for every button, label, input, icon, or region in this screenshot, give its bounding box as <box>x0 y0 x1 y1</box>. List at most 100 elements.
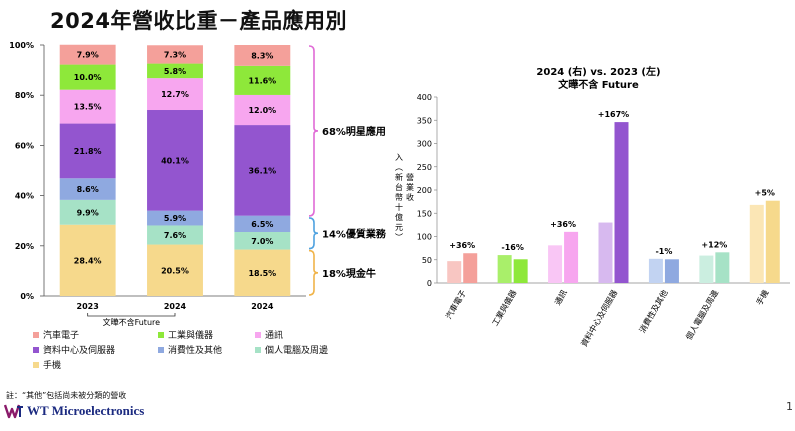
bar-2023 <box>699 255 714 283</box>
y-axis-label-char: 新 <box>395 172 403 182</box>
chart-subtitle: 文曄不含 Future <box>558 78 639 91</box>
y-tick-label: 250 <box>417 163 432 172</box>
change-label: +167% <box>598 110 629 119</box>
bar-2024 <box>664 259 679 283</box>
stack-segment <box>147 244 203 296</box>
y-tick-label: 0% <box>20 292 34 301</box>
bar-2023 <box>598 222 613 283</box>
bar-2023 <box>497 255 512 283</box>
company-logo: WT Microelectronics <box>4 403 144 419</box>
segment-value-label: 21.8% <box>74 147 102 156</box>
segment-value-label: 18.5% <box>248 269 276 278</box>
y-axis-label-char: 業 <box>406 182 414 192</box>
stack-segment <box>147 210 203 226</box>
slide-title: 2024年營收比重－產品應用別 <box>50 9 347 33</box>
legend-item: 資料中心及伺服器 <box>33 343 115 356</box>
bar-2023 <box>548 245 563 283</box>
segment-value-label: 7.3% <box>164 50 186 59</box>
y-axis-label-char: 收 <box>406 192 414 202</box>
y-axis-label-char: 億 <box>395 212 403 222</box>
legend-item: 手機 <box>33 358 61 371</box>
stack-segment <box>234 231 291 250</box>
x-category-label: 2024 <box>251 302 274 311</box>
category-note: 文曄不含Future <box>103 317 161 327</box>
category-bracket <box>87 313 176 317</box>
legend-item: 通訊 <box>255 328 283 341</box>
y-axis-label-char: ︵ <box>395 163 403 172</box>
y-axis-label-char: 台 <box>395 182 403 192</box>
segment-value-label: 7.9% <box>77 51 99 60</box>
legend-label: 手機 <box>43 361 62 371</box>
segment-value-label: 6.5% <box>251 220 273 229</box>
segment-value-label: 12.0% <box>248 106 276 115</box>
legend-swatch <box>158 331 164 338</box>
y-tick-label: 50 <box>422 256 432 265</box>
page-number: 1 <box>786 400 793 413</box>
segment-value-label: 20.5% <box>161 266 189 275</box>
wt-logo-icon <box>4 404 23 419</box>
group-label: 68%明星應用 <box>322 125 386 138</box>
stack-segment <box>234 125 291 216</box>
change-label: -1% <box>655 247 672 256</box>
segment-value-label: 28.4% <box>74 256 102 265</box>
stack-segment <box>59 224 116 296</box>
segment-value-label: 5.8% <box>164 67 186 76</box>
bar-2024 <box>564 231 579 283</box>
bar-2024 <box>765 200 780 283</box>
stack-segment <box>59 199 116 225</box>
x-category-label: 資料中心及伺服器 <box>579 288 620 348</box>
y-axis-label-char: 營 <box>406 172 414 182</box>
bar-2024 <box>715 252 730 283</box>
segment-value-label: 8.6% <box>77 185 99 194</box>
stack-segment <box>147 110 203 211</box>
group-brace <box>308 249 319 296</box>
legend-label: 汽車電子 <box>43 331 80 341</box>
y-axis-label-char: 幣 <box>395 192 403 202</box>
stack-segment <box>147 78 203 111</box>
change-label: -16% <box>501 243 523 252</box>
stack-segment <box>234 249 291 296</box>
stacked-share-chart: 0% 20% 40% 60% 80% 100% 28.4% 9.9% 8.6% 21.8% 13.5… <box>9 41 387 327</box>
segment-value-label: 7.0% <box>251 237 273 246</box>
y-tick-label: 0 <box>427 279 432 288</box>
segment-value-label: 7.6% <box>164 231 186 240</box>
y-tick-label: 350 <box>417 116 432 125</box>
y-tick-label: 400 <box>417 93 432 102</box>
stack-segment <box>147 225 203 245</box>
stack-segment <box>59 44 116 65</box>
stack-segment <box>234 94 291 126</box>
bar-2024 <box>614 122 629 283</box>
legend-label: 資料中心及伺服器 <box>43 346 116 356</box>
x-category-label: 個人電腦及周邊 <box>683 288 720 341</box>
bar-2024 <box>463 253 478 283</box>
segment-value-label: 9.9% <box>77 208 99 217</box>
stack-segment <box>234 215 291 232</box>
legend-swatch <box>33 346 39 353</box>
legend-item: 消費性及其他 <box>158 343 222 356</box>
y-axis-label-char: 十 <box>395 202 403 212</box>
y-axis-label-char: 元 <box>395 223 403 232</box>
segment-value-label: 5.9% <box>164 214 186 223</box>
segment-value-label: 12.7% <box>161 90 189 99</box>
change-label: +36% <box>449 241 475 250</box>
legend-label: 個人電腦及周邊 <box>265 346 329 356</box>
legend-label: 工業與儀器 <box>168 331 214 341</box>
stack-segment <box>59 89 116 124</box>
group-label: 18%現金牛 <box>322 267 376 280</box>
company-name: WT Microelectronics <box>27 403 145 418</box>
legend-item: 工業與儀器 <box>158 328 213 341</box>
x-category-label: 手機 <box>754 288 771 307</box>
x-category-label: 工業與儀器 <box>490 288 519 328</box>
y-axis-label-char: ︶ <box>395 232 403 242</box>
footnote: 註：“其他”包括尚未被分類的營收 <box>6 391 127 400</box>
legend-item: 個人電腦及周邊 <box>255 343 328 356</box>
segment-value-label: 11.6% <box>248 76 276 85</box>
segment-value-label: 36.1% <box>248 166 276 175</box>
x-category-label: 2024 <box>164 302 187 311</box>
legend-swatch <box>33 331 39 338</box>
y-tick-label: 20% <box>15 242 34 251</box>
legend-label: 消費性及其他 <box>168 346 223 356</box>
change-label: +12% <box>701 240 727 249</box>
stack-segment <box>147 63 203 79</box>
